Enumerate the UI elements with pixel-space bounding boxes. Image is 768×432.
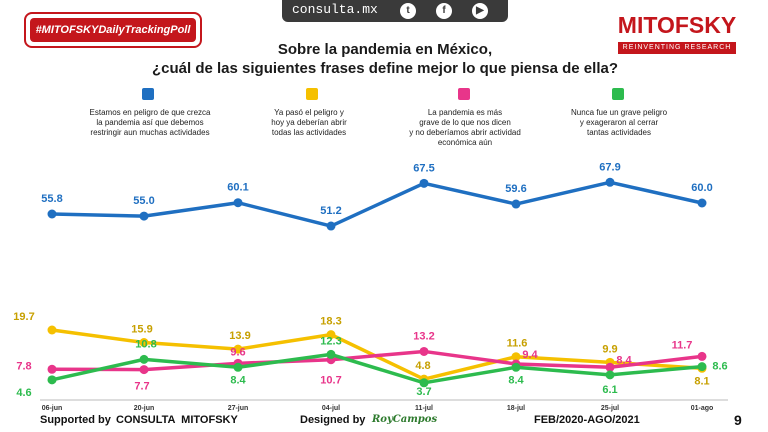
legend-swatch-3 [458,88,470,100]
logo-word: MITOFSKY [617,12,737,38]
data-point [511,362,521,372]
data-label: 9.9 [602,343,617,355]
data-point [139,365,149,375]
data-point [233,362,243,372]
x-tick-label: 25-jul [601,405,619,412]
data-label: 11.6 [507,338,528,350]
data-label: 8.6 [712,361,727,373]
legend-text-4: Nunca fue un grave peligro y exageraron a… [570,108,668,137]
data-label: 18.3 [320,316,341,328]
legend-swatch-4 [612,88,624,100]
legend-text-3: La pandemia es más grave de lo que nos di… [409,108,521,147]
data-label: 51.2 [320,205,341,217]
designed-label: Designed by [300,414,366,426]
data-label: 67.5 [413,162,434,174]
data-point [697,362,707,372]
data-label: 8.1 [694,375,709,387]
data-point [139,354,149,364]
data-point [326,221,336,231]
data-label: 67.9 [599,161,620,173]
data-point [511,199,521,209]
designer-signature: RoyCampos [372,414,438,425]
facebook-icon[interactable]: f [436,3,452,19]
data-label: 12.3 [320,335,341,347]
data-point [139,211,149,221]
data-point [419,346,429,356]
data-label: 10.8 [135,338,156,350]
data-label: 60.1 [227,182,248,194]
data-label: 11.7 [672,339,693,351]
data-point [605,370,615,380]
supported-name: CONSULTA MITOFSKY [116,414,238,426]
legend-swatch-1 [142,88,154,100]
data-point [233,198,243,208]
series-line-4 [51,352,703,385]
data-label: 8.4 [508,374,524,386]
legend-text-1: Estamos en peligro de que crezca la pande… [89,108,211,137]
data-label: 15.9 [131,324,152,336]
data-label: 7.7 [134,381,149,393]
data-label: 8.4 [616,354,632,366]
data-point [233,344,243,354]
data-label: 19.7 [13,311,34,323]
chart-title: Sobre la pandemia en México, ¿cuál de la… [150,40,620,78]
hashtag-text: #MITOFSKYDailyTrackingPoll [30,18,196,42]
data-label: 6.1 [602,384,617,396]
x-tick-label: 27-jun [228,405,249,412]
data-point [511,352,521,362]
data-label: 55.8 [41,193,62,205]
data-label: 3.7 [416,386,431,398]
data-point [697,198,707,208]
x-tick-label: 20-jun [134,405,155,412]
data-label: 9.6 [230,346,245,358]
hashtag-badge: #MITOFSKYDailyTrackingPoll [24,12,202,48]
data-point [326,349,336,359]
mitofsky-logo: MITOFSKY REINVENTING RESEARCH [612,12,742,58]
x-tick-label: 18-jul [507,405,525,412]
data-label: 9.4 [522,349,538,361]
data-label: 7.8 [16,360,31,372]
data-label: 13.9 [229,330,250,342]
data-point [326,330,336,340]
supported-label: Supported by [40,414,111,426]
data-point [47,209,57,219]
data-label: 4.6 [16,387,31,399]
data-label: 4.8 [415,360,430,372]
period: FEB/2020-AGO/2021 [534,414,640,426]
youtube-icon[interactable]: ▶ [472,3,488,19]
data-point [139,338,149,348]
title-line-1: Sobre la pandemia en México, [277,41,493,58]
series-line-3 [51,349,703,372]
data-point [419,378,429,388]
title-line-2: ¿cuál de las siguientes frases define me… [152,60,618,77]
data-label: 13.2 [413,330,434,342]
data-point [47,375,57,385]
data-point [419,178,429,188]
top-bar: consulta.mx t f ▶ [282,0,508,22]
data-label: 60.0 [691,182,712,194]
x-tick-label: 06-jun [42,405,63,412]
data-label: 8.4 [230,374,246,386]
legend-swatch-2 [306,88,318,100]
data-point [697,351,707,361]
x-tick-label: 01-ago [691,405,714,412]
data-point [605,177,615,187]
data-label: 59.6 [505,183,526,195]
data-point [47,364,57,374]
data-label: 10.7 [320,375,341,387]
page-number: 9 [734,412,742,428]
twitter-icon[interactable]: t [400,3,416,19]
data-point [605,362,615,372]
x-tick-label: 04-jul [322,405,340,412]
legend-text-2: Ya pasó el peligro y hoy ya deberían abri… [271,108,347,137]
site-link[interactable]: consulta.mx [292,2,378,17]
logo-tagline: REINVENTING RESEARCH [618,42,736,54]
footer: Supported by CONSULTA MITOFSKY Designed … [0,412,768,432]
x-tick-label: 11-jul [415,405,433,412]
data-label: 55.0 [133,195,154,207]
series-line-1 [51,180,703,228]
data-point [47,325,57,335]
